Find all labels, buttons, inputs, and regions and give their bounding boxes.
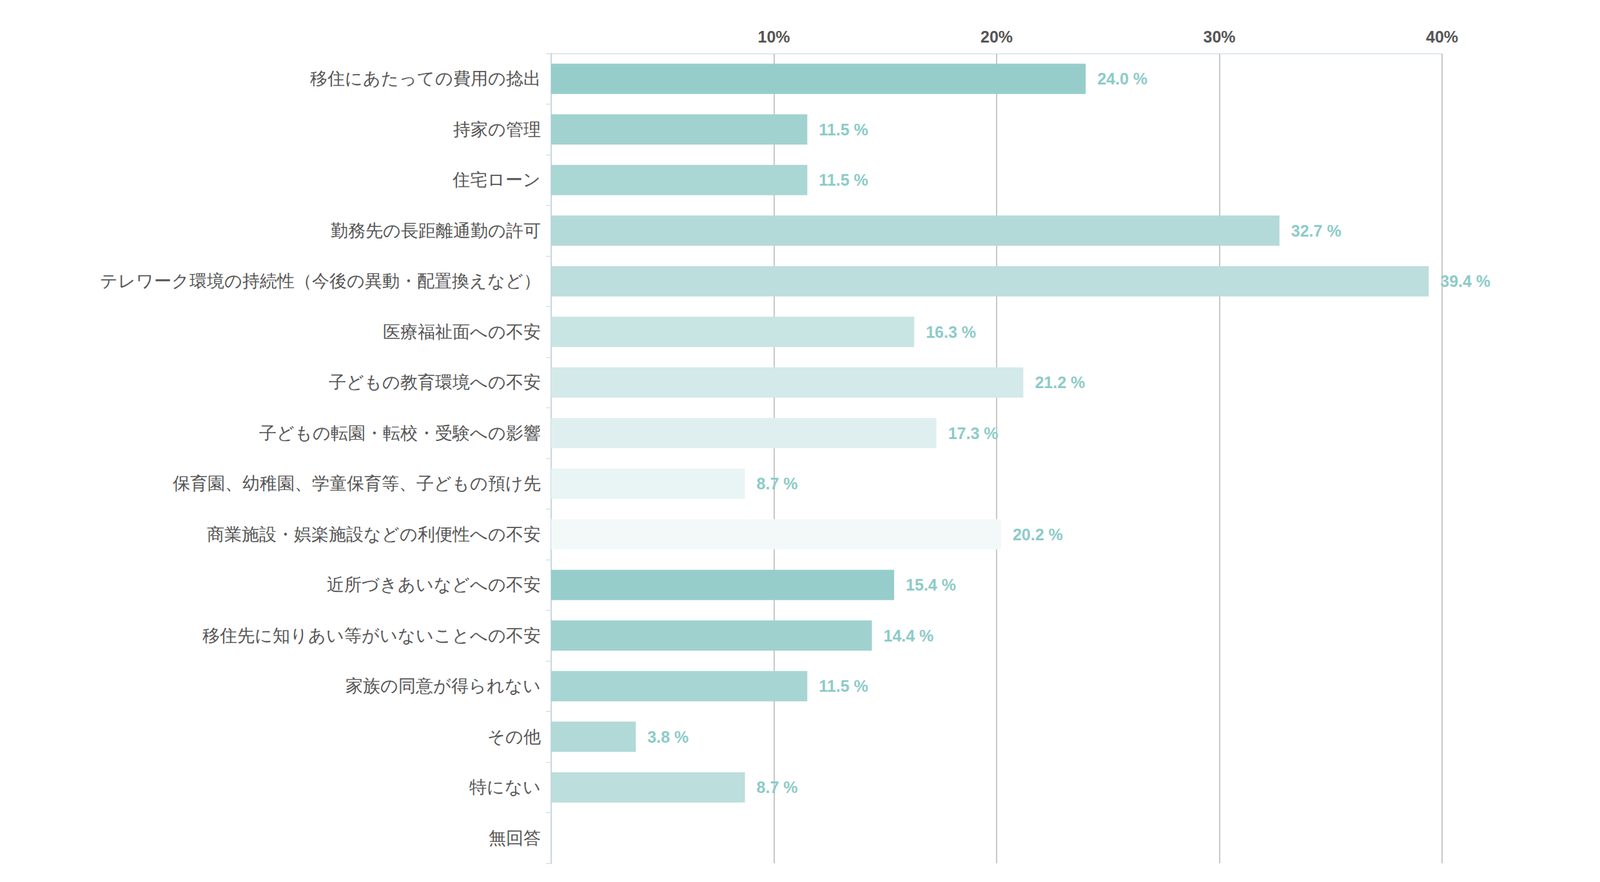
svg-text:近所づきあいなどへの不安: 近所づきあいなどへの不安: [326, 575, 541, 595]
svg-text:子どもの転園・転校・受験への影響: 子どもの転園・転校・受験への影響: [259, 423, 541, 443]
svg-text:住宅ローン: 住宅ローン: [451, 170, 541, 190]
svg-text:11.5 %: 11.5 %: [818, 170, 868, 189]
svg-text:その他: その他: [487, 727, 541, 747]
svg-text:テレワーク環境の持続性（今後の異動・配置換えなど）: テレワーク環境の持続性（今後の異動・配置換えなど）: [99, 271, 541, 291]
svg-text:持家の管理: 持家の管理: [453, 119, 541, 140]
svg-text:20%: 20%: [980, 27, 1013, 46]
svg-text:15.4 %: 15.4 %: [905, 575, 957, 594]
svg-text:特にない: 特にない: [469, 777, 541, 797]
svg-text:11.5 %: 11.5 %: [818, 120, 868, 139]
svg-text:21.2 %: 21.2 %: [1034, 373, 1085, 392]
svg-text:子どもの教育環境への不安: 子どもの教育環境への不安: [328, 372, 541, 392]
svg-text:3.8 %: 3.8 %: [647, 727, 689, 746]
svg-text:商業施設・娯楽施設などの利便性への不安: 商業施設・娯楽施設などの利便性への不安: [206, 524, 541, 545]
svg-text:20.2 %: 20.2 %: [1012, 525, 1064, 544]
svg-text:24.0 %: 24.0 %: [1097, 69, 1148, 88]
svg-text:家族の同意が得られない: 家族の同意が得られない: [345, 676, 541, 696]
svg-text:40%: 40%: [1425, 27, 1459, 46]
svg-text:30%: 30%: [1202, 27, 1236, 46]
svg-text:勤務先の長距離通勤の許可: 勤務先の長距離通勤の許可: [330, 221, 541, 241]
svg-text:8.7 %: 8.7 %: [756, 474, 799, 493]
svg-text:11.5 %: 11.5 %: [818, 676, 868, 695]
svg-text:39.4 %: 39.4 %: [1440, 272, 1491, 291]
svg-text:医療福祉面への不安: 医療福祉面への不安: [382, 322, 541, 342]
svg-text:8.7 %: 8.7 %: [756, 778, 799, 797]
svg-text:無回答: 無回答: [488, 828, 541, 848]
svg-text:16.3 %: 16.3 %: [925, 322, 976, 342]
svg-text:移住にあたっての費用の捻出: 移住にあたっての費用の捻出: [310, 68, 541, 89]
svg-text:10%: 10%: [757, 27, 790, 46]
svg-text:移住先に知りあい等がいないことへの不安: 移住先に知りあい等がいないことへの不安: [202, 625, 541, 646]
svg-text:14.4 %: 14.4 %: [883, 626, 935, 645]
svg-text:保育園、幼稚園、学童保育等、子どもの預け先: 保育園、幼稚園、学童保育等、子どもの預け先: [172, 473, 541, 494]
svg-text:17.3 %: 17.3 %: [948, 424, 999, 443]
svg-text:32.7 %: 32.7 %: [1291, 221, 1342, 240]
